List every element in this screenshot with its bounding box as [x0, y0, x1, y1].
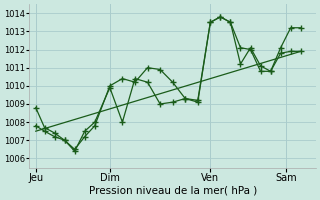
X-axis label: Pression niveau de la mer( hPa ): Pression niveau de la mer( hPa )	[89, 186, 257, 196]
